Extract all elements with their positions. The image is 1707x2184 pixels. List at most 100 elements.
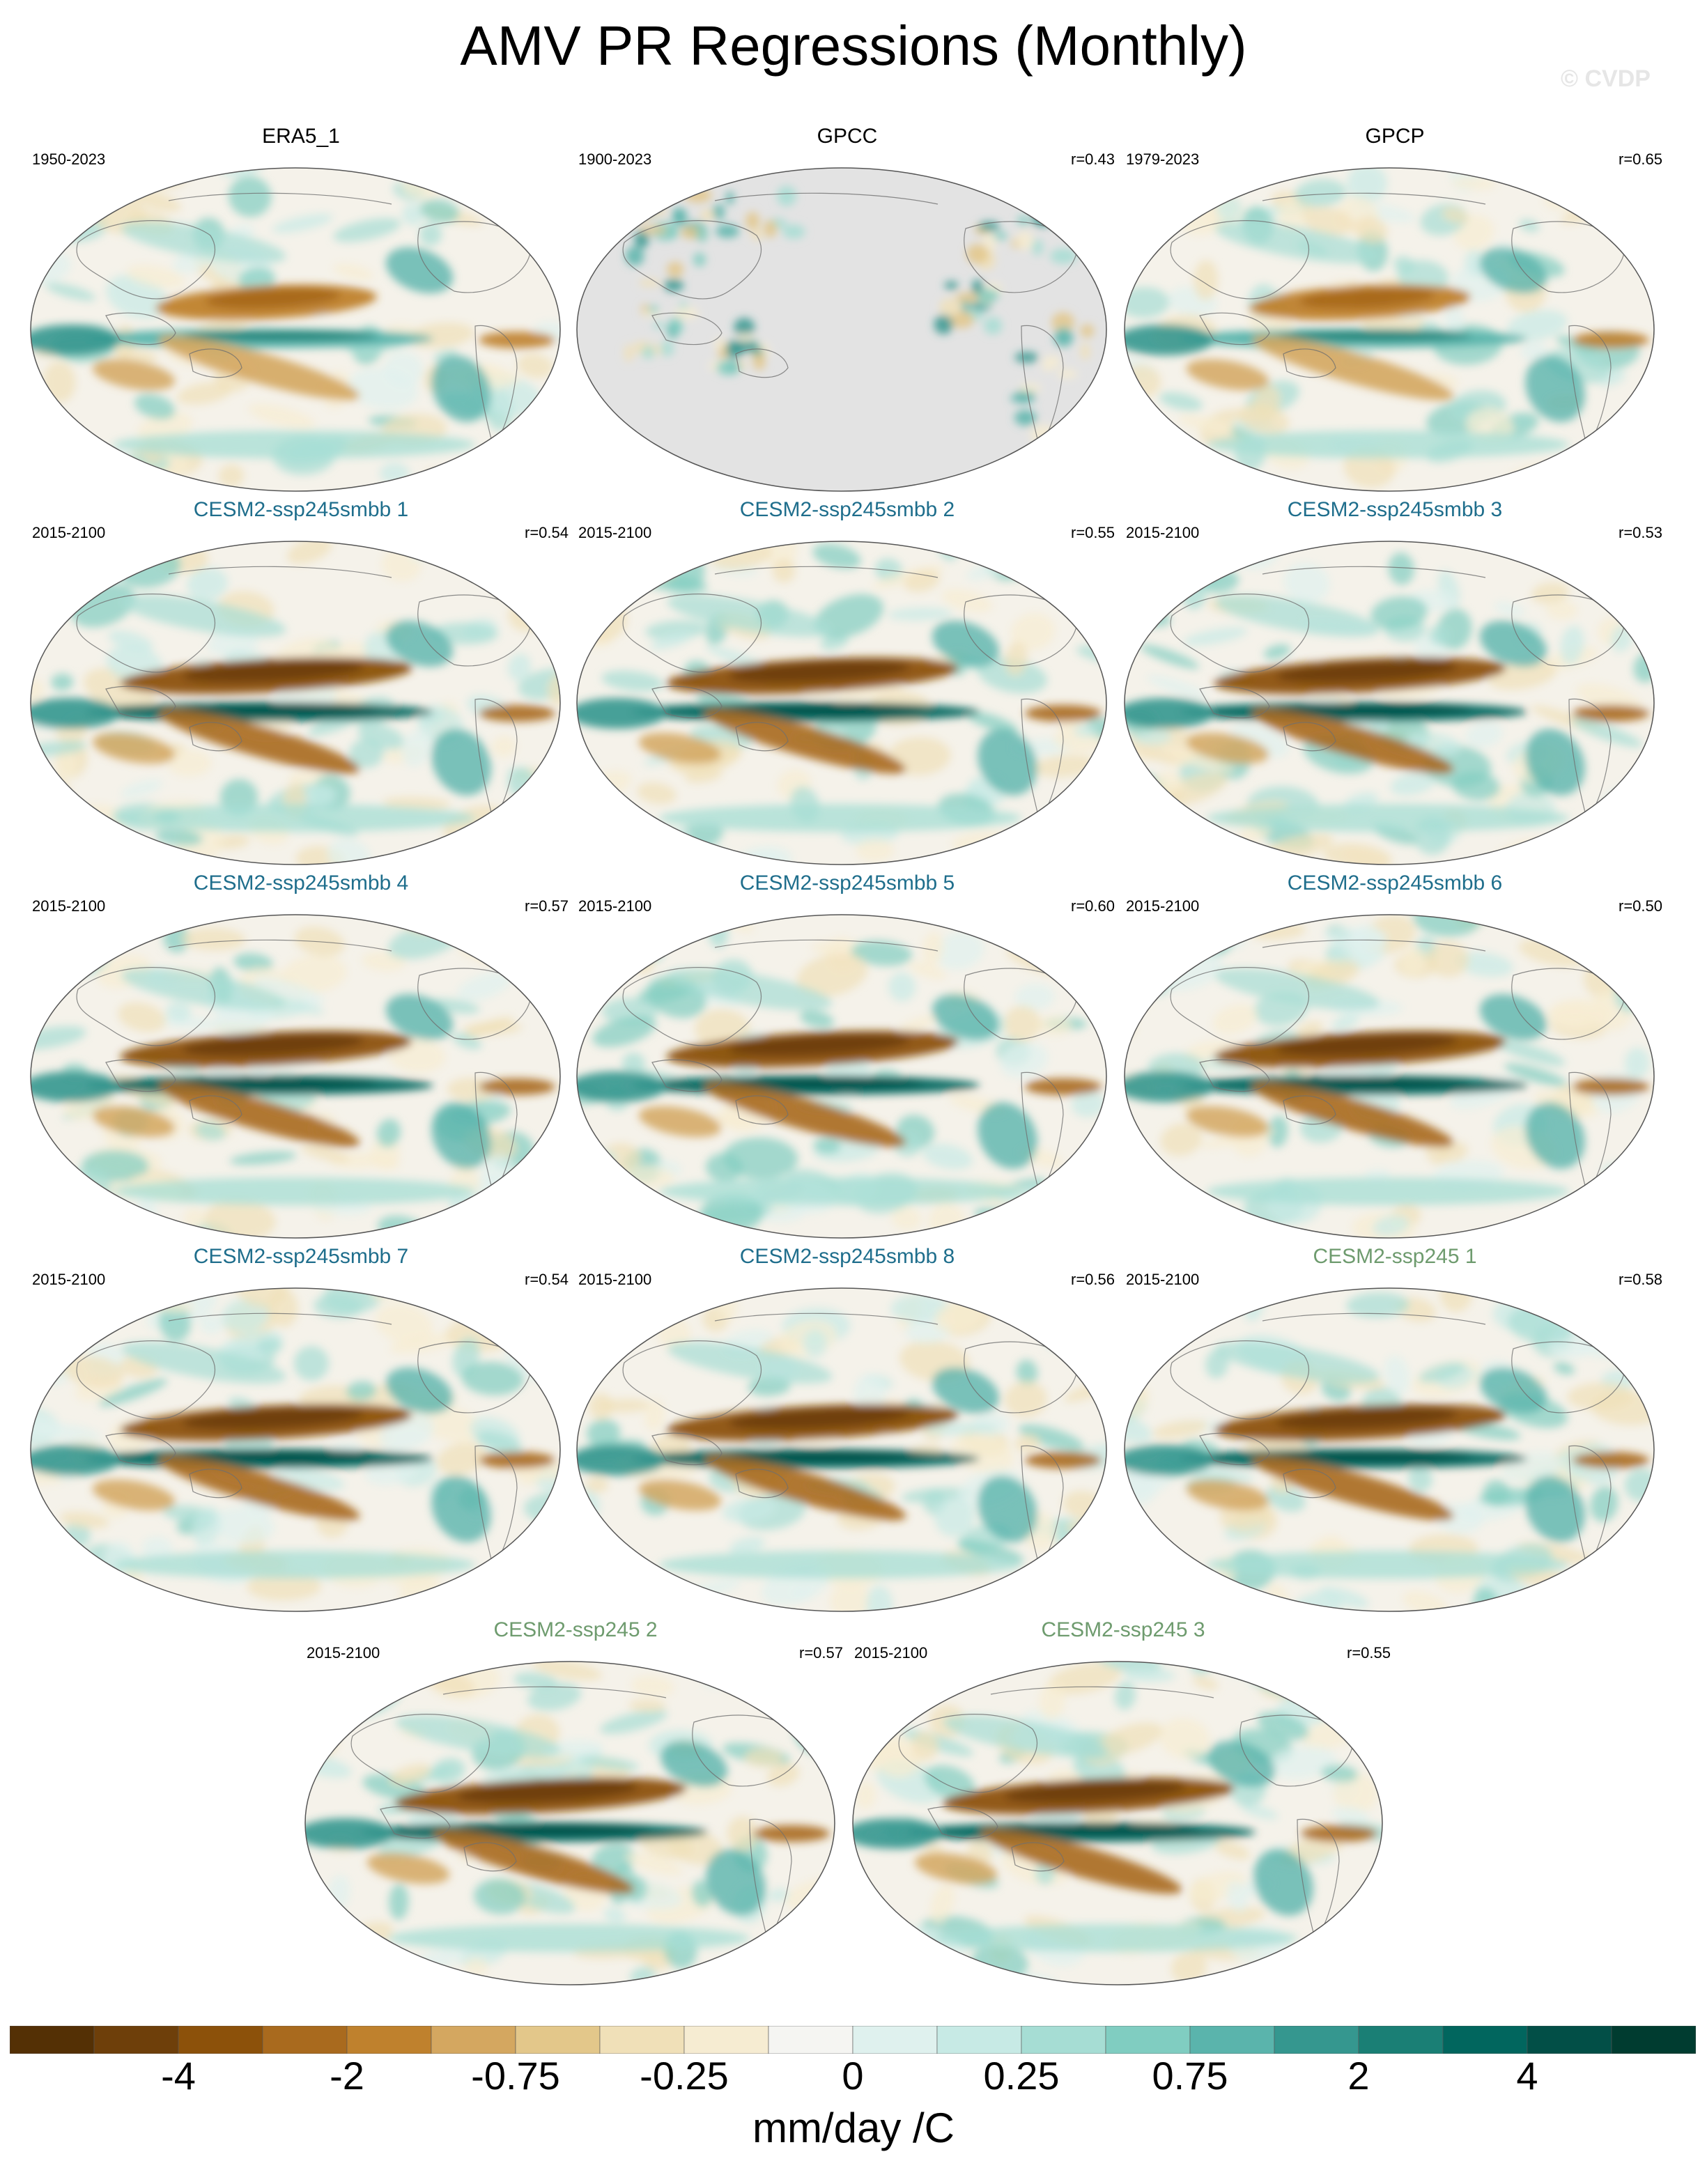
colorbar-swatch	[599, 2026, 685, 2054]
map-panel: CESM2-ssp245smbb 1 2015-2100 r=0.54	[29, 497, 573, 874]
map-border	[1124, 541, 1655, 865]
coastlines	[622, 939, 1078, 1192]
panel-period: 2015-2100	[307, 1644, 380, 1662]
map-panel: CESM2-ssp245smbb 5 2015-2100 r=0.60	[576, 871, 1119, 1247]
colorbar-swatch	[346, 2026, 432, 2054]
panel-period: 2015-2100	[32, 1271, 106, 1288]
panel-title: CESM2-ssp245smbb 8	[739, 1245, 955, 1268]
panel-pattern-correlation: r=0.54	[525, 524, 569, 541]
colorbar-swatch	[515, 2026, 601, 2054]
map-border	[1124, 1287, 1655, 1612]
map-border	[576, 914, 1107, 1239]
colorbar-swatch	[1105, 2026, 1191, 2054]
colorbar-tick-label: -2	[330, 2054, 364, 2098]
panel-period: 2015-2100	[32, 524, 106, 541]
colorbar-tick-label: 4	[1516, 2054, 1538, 2098]
colorbar-swatch	[1442, 2026, 1528, 2054]
coastlines	[622, 192, 1078, 445]
colorbar-swatch	[768, 2026, 854, 2054]
regression-map	[576, 1287, 1107, 1612]
panel-title: CESM2-ssp245smbb 2	[739, 498, 955, 521]
panel-period: 1979-2023	[1126, 150, 1200, 168]
map-border	[576, 541, 1107, 865]
map-border	[30, 541, 561, 865]
panel-pattern-correlation: r=0.56	[1071, 1271, 1115, 1288]
colorbar-swatch	[936, 2026, 1022, 2054]
panel-title: GPCC	[817, 125, 878, 148]
colorbar-swatch	[93, 2026, 179, 2054]
colorbar-swatch	[262, 2026, 348, 2054]
panel-period: 1950-2023	[32, 150, 106, 168]
regression-map	[30, 1287, 561, 1612]
map-border	[30, 1287, 561, 1612]
map-panel: CESM2-ssp245smbb 7 2015-2100 r=0.54	[29, 1244, 573, 1620]
panel-period: 2015-2100	[1126, 1271, 1200, 1288]
map-panel: ERA5_1 1950-2023	[29, 124, 573, 500]
colorbar-swatch	[1611, 2026, 1696, 2054]
coastlines	[350, 1686, 806, 1939]
colorbar-tick-label: 2	[1347, 2054, 1370, 2098]
panel-title: GPCP	[1365, 125, 1425, 148]
regression-map	[30, 914, 561, 1239]
map-panel: GPCP 1979-2023 r=0.65	[1123, 124, 1667, 500]
map-border	[30, 167, 561, 492]
map-border	[304, 1661, 835, 1985]
coastlines	[1170, 566, 1625, 819]
map-panel: CESM2-ssp245 2 2015-2100 r=0.57	[304, 1618, 847, 1994]
panel-title: CESM2-ssp245smbb 4	[193, 872, 409, 894]
panel-period: 2015-2100	[578, 1271, 652, 1288]
colorbar-tick-label: -0.25	[640, 2054, 729, 2098]
colorbar-swatch	[10, 2026, 95, 2054]
regression-map	[1124, 1287, 1655, 1612]
panel-pattern-correlation: r=0.65	[1619, 150, 1662, 168]
colorbar-tick-label: 0.75	[1152, 2054, 1228, 2098]
regression-map	[576, 541, 1107, 865]
panel-title: CESM2-ssp245smbb 5	[739, 872, 955, 894]
colorbar-swatch	[431, 2026, 516, 2054]
panel-title: ERA5_1	[262, 125, 340, 148]
map-border	[576, 1287, 1107, 1612]
map-panel: CESM2-ssp245smbb 3 2015-2100 r=0.53	[1123, 497, 1667, 874]
colorbar-swatch	[1274, 2026, 1359, 2054]
regression-map	[30, 541, 561, 865]
map-border	[1124, 914, 1655, 1239]
panel-pattern-correlation: r=0.55	[1071, 524, 1115, 541]
panel-title: CESM2-ssp245smbb 3	[1287, 498, 1503, 521]
colorbar-swatch	[1189, 2026, 1275, 2054]
coastlines	[622, 566, 1078, 819]
regression-map	[1124, 541, 1655, 865]
panel-title: CESM2-ssp245smbb 7	[193, 1245, 409, 1268]
cvdp-watermark: © CVDP	[1561, 65, 1651, 92]
coastlines	[1170, 939, 1625, 1192]
panel-pattern-correlation: r=0.54	[525, 1271, 569, 1288]
map-panel: CESM2-ssp245smbb 4 2015-2100 r=0.57	[29, 871, 573, 1247]
regression-map	[30, 167, 561, 492]
map-panel: CESM2-ssp245smbb 8 2015-2100 r=0.56	[576, 1244, 1119, 1620]
colorbar-tick-label: 0.25	[983, 2054, 1060, 2098]
map-panel: CESM2-ssp245smbb 2 2015-2100 r=0.55	[576, 497, 1119, 874]
coastlines	[1170, 1312, 1625, 1565]
panel-title: CESM2-ssp245smbb 6	[1287, 872, 1503, 894]
panel-pattern-correlation: r=0.57	[799, 1644, 843, 1662]
colorbar-units-label: mm/day /C	[752, 2105, 955, 2151]
panel-title: CESM2-ssp245 3	[1041, 1618, 1205, 1641]
map-border	[30, 914, 561, 1239]
map-border	[1124, 167, 1655, 492]
colorbar-tick-label: -0.75	[471, 2054, 560, 2098]
regression-map	[304, 1661, 835, 1985]
coastlines	[76, 192, 532, 445]
colorbar-swatch	[178, 2026, 263, 2054]
regression-map	[1124, 167, 1655, 492]
figure-title: AMV PR Regressions (Monthly)	[460, 15, 1247, 77]
coastlines	[622, 1312, 1078, 1565]
map-border	[852, 1661, 1383, 1985]
colorbar-tick-label: 0	[842, 2054, 864, 2098]
regression-map	[852, 1661, 1383, 1985]
panel-pattern-correlation: r=0.57	[525, 897, 569, 915]
map-panel: CESM2-ssp245smbb 6 2015-2100 r=0.50	[1123, 871, 1667, 1247]
regression-map	[576, 167, 1107, 492]
panel-title: CESM2-ssp245smbb 1	[193, 498, 409, 521]
colorbar-swatch	[852, 2026, 938, 2054]
colorbar-tick-label: -4	[161, 2054, 196, 2098]
panel-period: 2015-2100	[578, 524, 652, 541]
